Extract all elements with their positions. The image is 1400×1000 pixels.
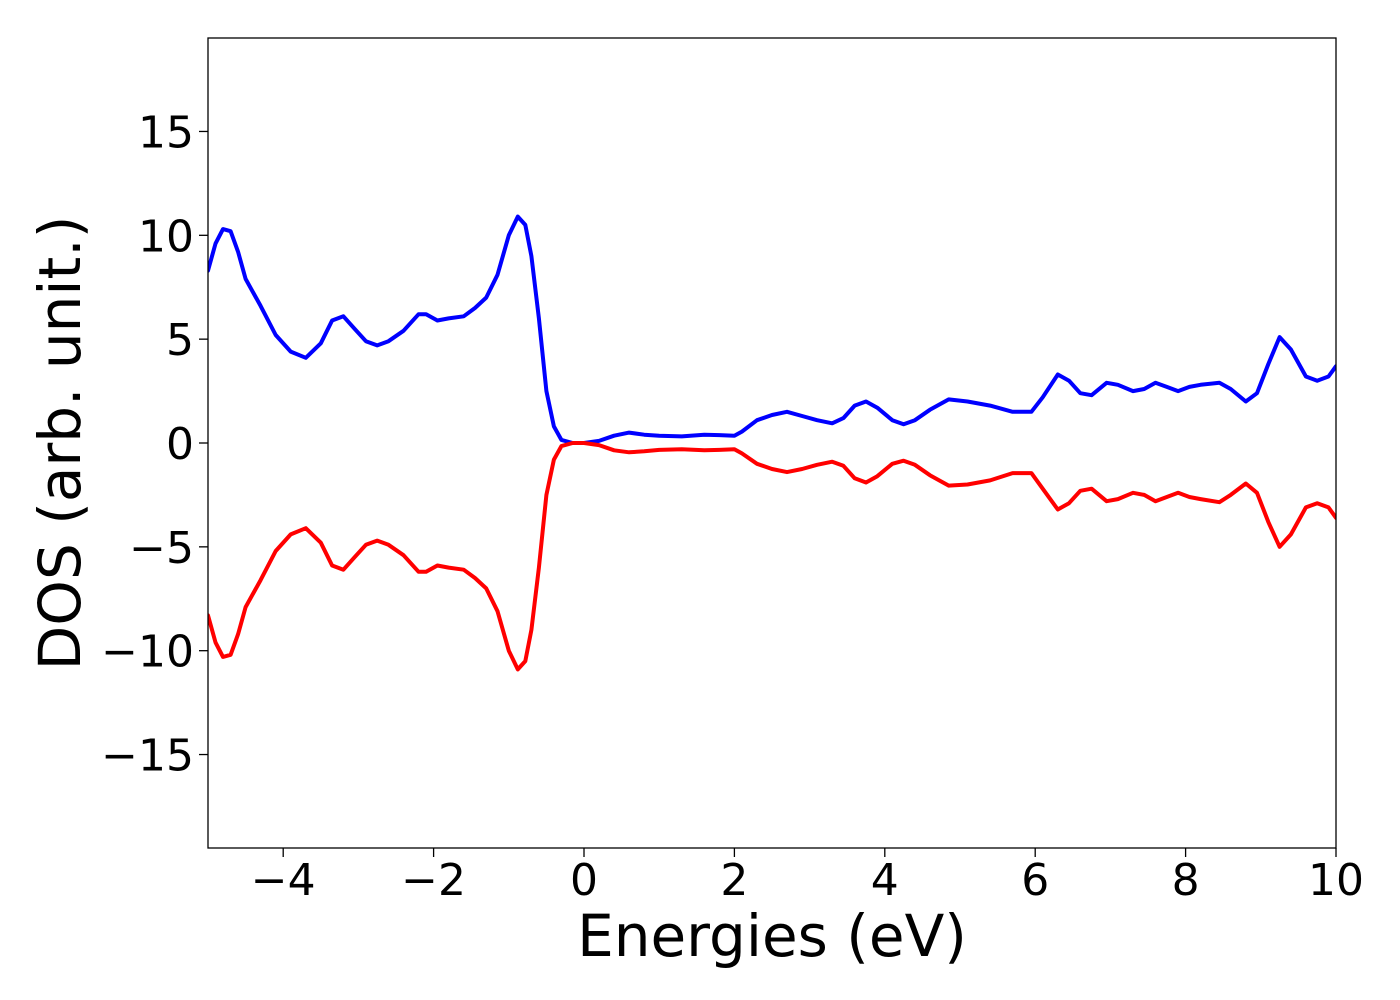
y-tick-label: 5 — [166, 315, 194, 366]
x-tick-label: 2 — [720, 855, 748, 906]
y-tick-label: 0 — [166, 419, 194, 470]
series-line-1 — [208, 441, 1336, 672]
y-axis-title: DOS (arb. unit.) — [26, 216, 94, 671]
x-axis-title: Energies (eV) — [577, 902, 967, 970]
x-tick-label: −4 — [251, 855, 316, 906]
series-line-0 — [208, 214, 1336, 445]
y-tick-label: −15 — [101, 731, 194, 782]
x-axis: −4 −2 0 2 4 6 8 10 — [251, 848, 1364, 906]
y-tick-label: −10 — [101, 627, 194, 678]
series-layer — [208, 214, 1336, 672]
y-axis: 15 10 5 0 −5 −10 −15 — [101, 107, 208, 782]
plot-frame — [207, 37, 1337, 849]
y-tick-label: −5 — [129, 523, 194, 574]
x-tick-label: 6 — [1021, 855, 1049, 906]
x-tick-label: 10 — [1308, 855, 1364, 906]
x-tick-label: 4 — [871, 855, 899, 906]
x-tick-label: 0 — [570, 855, 598, 906]
y-tick-label: 15 — [138, 107, 194, 158]
x-tick-label: 8 — [1172, 855, 1200, 906]
x-tick-label: −2 — [401, 855, 466, 906]
y-tick-label: 10 — [138, 211, 194, 262]
